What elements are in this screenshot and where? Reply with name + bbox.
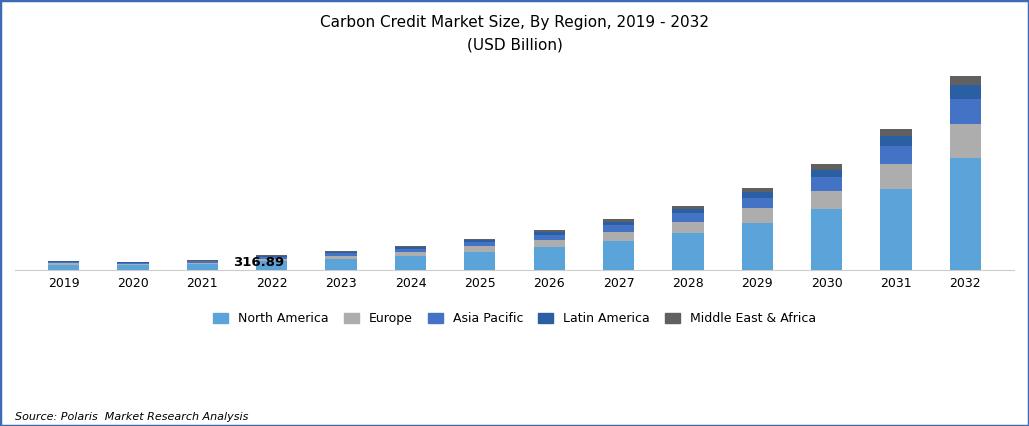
Bar: [256, 259, 287, 261]
Bar: [464, 240, 495, 242]
Title: Carbon Credit Market Size, By Region, 2019 - 2032
(USD Billion): Carbon Credit Market Size, By Region, 20…: [320, 15, 709, 52]
Bar: [742, 192, 773, 198]
Bar: [48, 265, 79, 270]
Bar: [672, 206, 704, 209]
Bar: [325, 251, 357, 252]
Bar: [186, 260, 218, 261]
Bar: [256, 255, 287, 256]
Bar: [950, 158, 981, 270]
Bar: [117, 263, 148, 264]
Bar: [534, 235, 565, 240]
Bar: [603, 225, 634, 232]
Bar: [186, 262, 218, 264]
Bar: [881, 129, 912, 136]
Text: Source: Polaris  Market Research Analysis: Source: Polaris Market Research Analysis: [15, 412, 249, 422]
Bar: [464, 246, 495, 252]
Bar: [811, 209, 843, 270]
Text: 316.89: 316.89: [234, 256, 285, 269]
Bar: [881, 164, 912, 189]
Bar: [603, 241, 634, 270]
Bar: [603, 232, 634, 241]
Bar: [950, 76, 981, 85]
Bar: [186, 264, 218, 270]
Bar: [742, 223, 773, 270]
Bar: [950, 124, 981, 158]
Bar: [811, 191, 843, 209]
Bar: [534, 240, 565, 247]
Bar: [464, 242, 495, 246]
Bar: [395, 256, 426, 270]
Bar: [881, 136, 912, 146]
Bar: [395, 249, 426, 252]
Bar: [603, 222, 634, 225]
Bar: [534, 230, 565, 232]
Bar: [117, 264, 148, 265]
Bar: [48, 263, 79, 265]
Bar: [464, 252, 495, 270]
Bar: [256, 261, 287, 270]
Legend: North America, Europe, Asia Pacific, Latin America, Middle East & Africa: North America, Europe, Asia Pacific, Lat…: [208, 308, 821, 331]
Bar: [811, 177, 843, 191]
Bar: [672, 222, 704, 233]
Bar: [325, 259, 357, 270]
Bar: [117, 265, 148, 270]
Bar: [672, 233, 704, 270]
Bar: [742, 208, 773, 223]
Bar: [950, 85, 981, 99]
Bar: [395, 246, 426, 247]
Bar: [117, 262, 148, 263]
Bar: [672, 213, 704, 222]
Bar: [534, 247, 565, 270]
Bar: [672, 209, 704, 213]
Bar: [811, 164, 843, 170]
Bar: [881, 189, 912, 270]
Bar: [464, 239, 495, 240]
Bar: [742, 198, 773, 208]
Bar: [881, 146, 912, 164]
Bar: [950, 99, 981, 124]
Bar: [256, 257, 287, 259]
Bar: [534, 232, 565, 235]
Bar: [742, 188, 773, 192]
Bar: [256, 256, 287, 257]
Bar: [811, 170, 843, 177]
Bar: [603, 219, 634, 222]
Bar: [48, 262, 79, 263]
Bar: [325, 253, 357, 256]
Bar: [395, 252, 426, 256]
Bar: [395, 247, 426, 249]
Bar: [325, 252, 357, 253]
Bar: [186, 261, 218, 262]
Bar: [325, 256, 357, 259]
